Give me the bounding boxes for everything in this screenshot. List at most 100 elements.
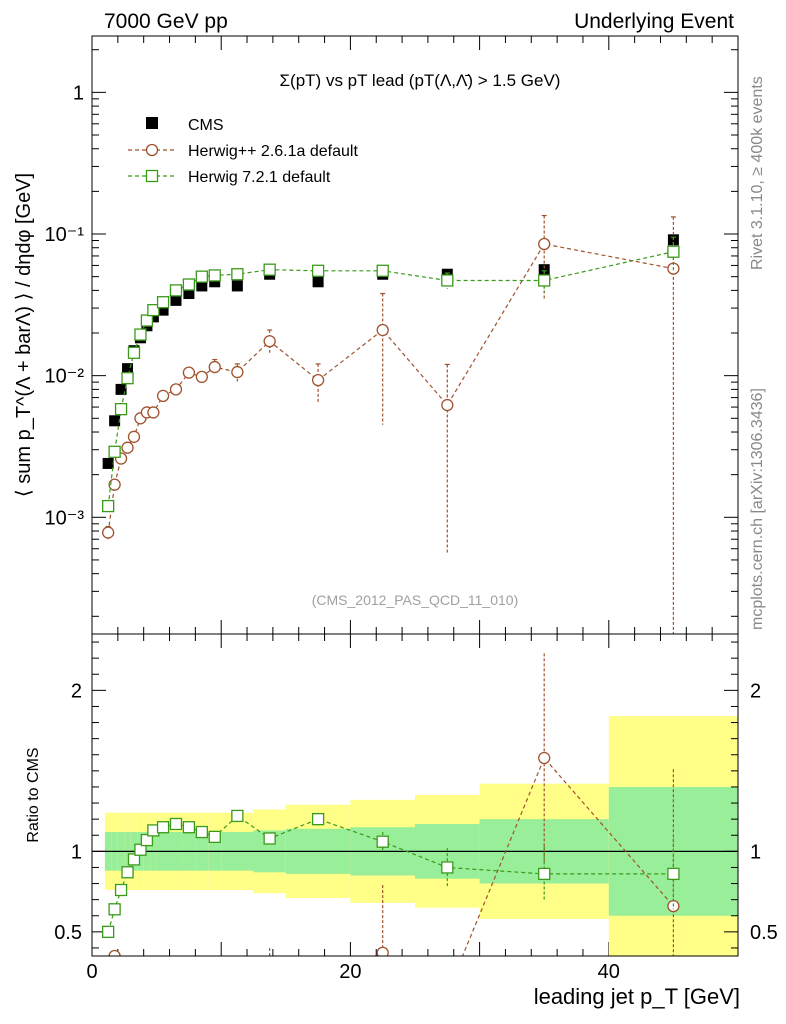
- legend-cms-marker: [146, 117, 158, 129]
- cms-data-point: [122, 363, 134, 375]
- analysis-watermark: (CMS_2012_PAS_QCD_11_010): [312, 592, 519, 608]
- herwig7-data-point: [102, 499, 115, 513]
- legend-herwigpp-marker: [145, 143, 159, 157]
- herwig7-data-point: [208, 269, 221, 282]
- ratio-tick-label-right: 2: [750, 680, 761, 702]
- herwig7-data-point: [169, 284, 183, 297]
- ratio-panel: 0.5 0.5 1 1 2 2 Ratio to CMS: [25, 633, 778, 957]
- y-tick-label: 10⁻³: [45, 507, 85, 529]
- herwig7-ratio-group: [102, 809, 680, 938]
- cms-data-point: [183, 288, 195, 300]
- herwigpp-ratio-point: [376, 946, 389, 956]
- herwigpp-ratio-point: [538, 751, 551, 765]
- herwig7-ratio-point: [231, 809, 244, 823]
- main-axis-ticks: 10⁻³ 10⁻² 10⁻¹ 1: [45, 36, 739, 956]
- herwig7-data-point: [667, 245, 680, 258]
- cms-data-point: [312, 276, 324, 288]
- herwigpp-data-point: [156, 389, 170, 403]
- herwig7-data-point: [134, 328, 147, 341]
- herwig7-data-point: [311, 264, 325, 277]
- herwig7-data-point: [195, 270, 208, 283]
- y-tick-label: 10⁻²: [45, 366, 85, 388]
- herwigpp-data-point: [102, 526, 115, 539]
- herwig7-data-point: [127, 346, 141, 359]
- herwigpp-data-point: [195, 370, 208, 384]
- ratio-y-axis-label: Ratio to CMS: [25, 747, 42, 842]
- ratio-tick-label-right: 1: [750, 841, 761, 863]
- herwig7-ratio-point: [667, 867, 680, 881]
- legend: CMS Herwig++ 2.6.1a default Herwig 7.2.1…: [128, 117, 358, 186]
- herwig7-ratio-point: [263, 832, 276, 845]
- x-tick-label: 40: [598, 961, 620, 983]
- herwig7-ratio-point: [311, 813, 325, 826]
- herwig7-data-point: [441, 274, 454, 287]
- x-axis-label: leading jet p_T [GeV]: [534, 984, 740, 1009]
- cms-data-point: [231, 280, 243, 292]
- herwig7-ratio-point: [127, 853, 141, 866]
- herwig7-data-point: [147, 304, 160, 317]
- cms-data-point: [157, 304, 169, 316]
- herwigpp-data-point: [208, 360, 221, 374]
- herwig7-ratio-point: [208, 830, 221, 844]
- herwigpp-data-point: [169, 383, 183, 396]
- legend-herwig7-marker: [145, 169, 159, 183]
- ratio-tick-label-left: 0.5: [54, 922, 82, 944]
- herwig7-ratio-point: [538, 867, 551, 881]
- herwigpp-data-point: [147, 406, 160, 419]
- herwig7-data-point: [231, 268, 244, 281]
- cms-data-point: [209, 276, 221, 288]
- mcplots-label: mcplots.cern.ch [arXiv:1306.3436]: [749, 388, 766, 630]
- header-left-title: 7000 GeV pp: [104, 10, 228, 33]
- herwig7-data-point: [263, 263, 276, 276]
- x-tick-label: 20: [339, 961, 361, 983]
- herwig7-data-point: [156, 296, 170, 309]
- herwigpp-data-point: [121, 441, 134, 454]
- herwig7-ratio-point: [140, 833, 154, 847]
- herwig7-data-point: [108, 445, 121, 458]
- herwig7-ratio-point: [121, 866, 134, 879]
- header-right-title: Underlying Event: [574, 10, 734, 33]
- herwig7-ratio-point: [441, 861, 454, 874]
- ratio-axis-ticks: 0.5 0.5 1 1 2 2: [54, 641, 778, 949]
- legend-herwigpp-label: Herwig++ 2.6.1a default: [188, 143, 358, 160]
- ratio-tick-label-left: 2: [71, 680, 82, 702]
- x-tick-labels: 0 20 40: [86, 961, 619, 983]
- herwig7-data-point: [182, 278, 196, 291]
- herwigpp-data-point: [376, 323, 389, 337]
- legend-herwig7-label: Herwig 7.2.1 default: [188, 169, 331, 186]
- plot-title: Σ(pT) vs pT lead (pT(Λ,Λ̄) > 1.5 GeV): [280, 71, 561, 90]
- cms-data-point: [170, 294, 182, 306]
- herwig7-ratio-point: [108, 903, 121, 916]
- ratio-uncertainty-bands: [92, 716, 738, 956]
- y-tick-label: 10⁻¹: [45, 224, 85, 246]
- herwigpp-data-point: [231, 365, 244, 379]
- herwig7-ratio-point: [182, 821, 196, 834]
- herwigpp-ratio-point: [108, 949, 121, 956]
- cms-data-point: [109, 415, 121, 427]
- cms-data-point: [538, 264, 550, 276]
- herwig7-data-point: [121, 372, 134, 385]
- herwig7-ratio-point: [195, 825, 208, 839]
- herwig7-data-point: [114, 403, 128, 416]
- herwigpp-data-point: [441, 398, 454, 412]
- herwigpp-data-point: [182, 366, 196, 379]
- cms-data-point: [147, 311, 159, 323]
- herwigpp-data-point: [538, 237, 551, 251]
- ratio-tick-label-left: 1: [71, 841, 82, 863]
- main-panel: 10⁻³ 10⁻² 10⁻¹ 1 Σ(pT) vs pT lead (pT(Λ,Λ̄)…: [13, 35, 739, 956]
- y-axis-label: ⟨ sum p_T^(Λ + barΛ) ⟩ / dηdφ [GeV]: [13, 173, 35, 497]
- herwig7-data-point: [140, 314, 154, 327]
- cms-data-point: [102, 457, 114, 469]
- herwig7-data-point: [538, 274, 551, 287]
- legend-cms-label: CMS: [188, 117, 224, 134]
- herwig7-ratio-point: [376, 835, 389, 848]
- cms-data-point: [196, 280, 208, 292]
- herwig7-ratio-point: [102, 925, 115, 938]
- y-tick-label: 1: [73, 82, 84, 104]
- ratio-series-layer: [102, 653, 680, 956]
- herwig7-ratio-point: [169, 817, 183, 831]
- ratio-tick-label-right: 0.5: [750, 922, 778, 944]
- herwig7-ratio-point: [156, 821, 170, 834]
- rivet-label: Rivet 3.1.10, ≥ 400k events: [749, 76, 766, 270]
